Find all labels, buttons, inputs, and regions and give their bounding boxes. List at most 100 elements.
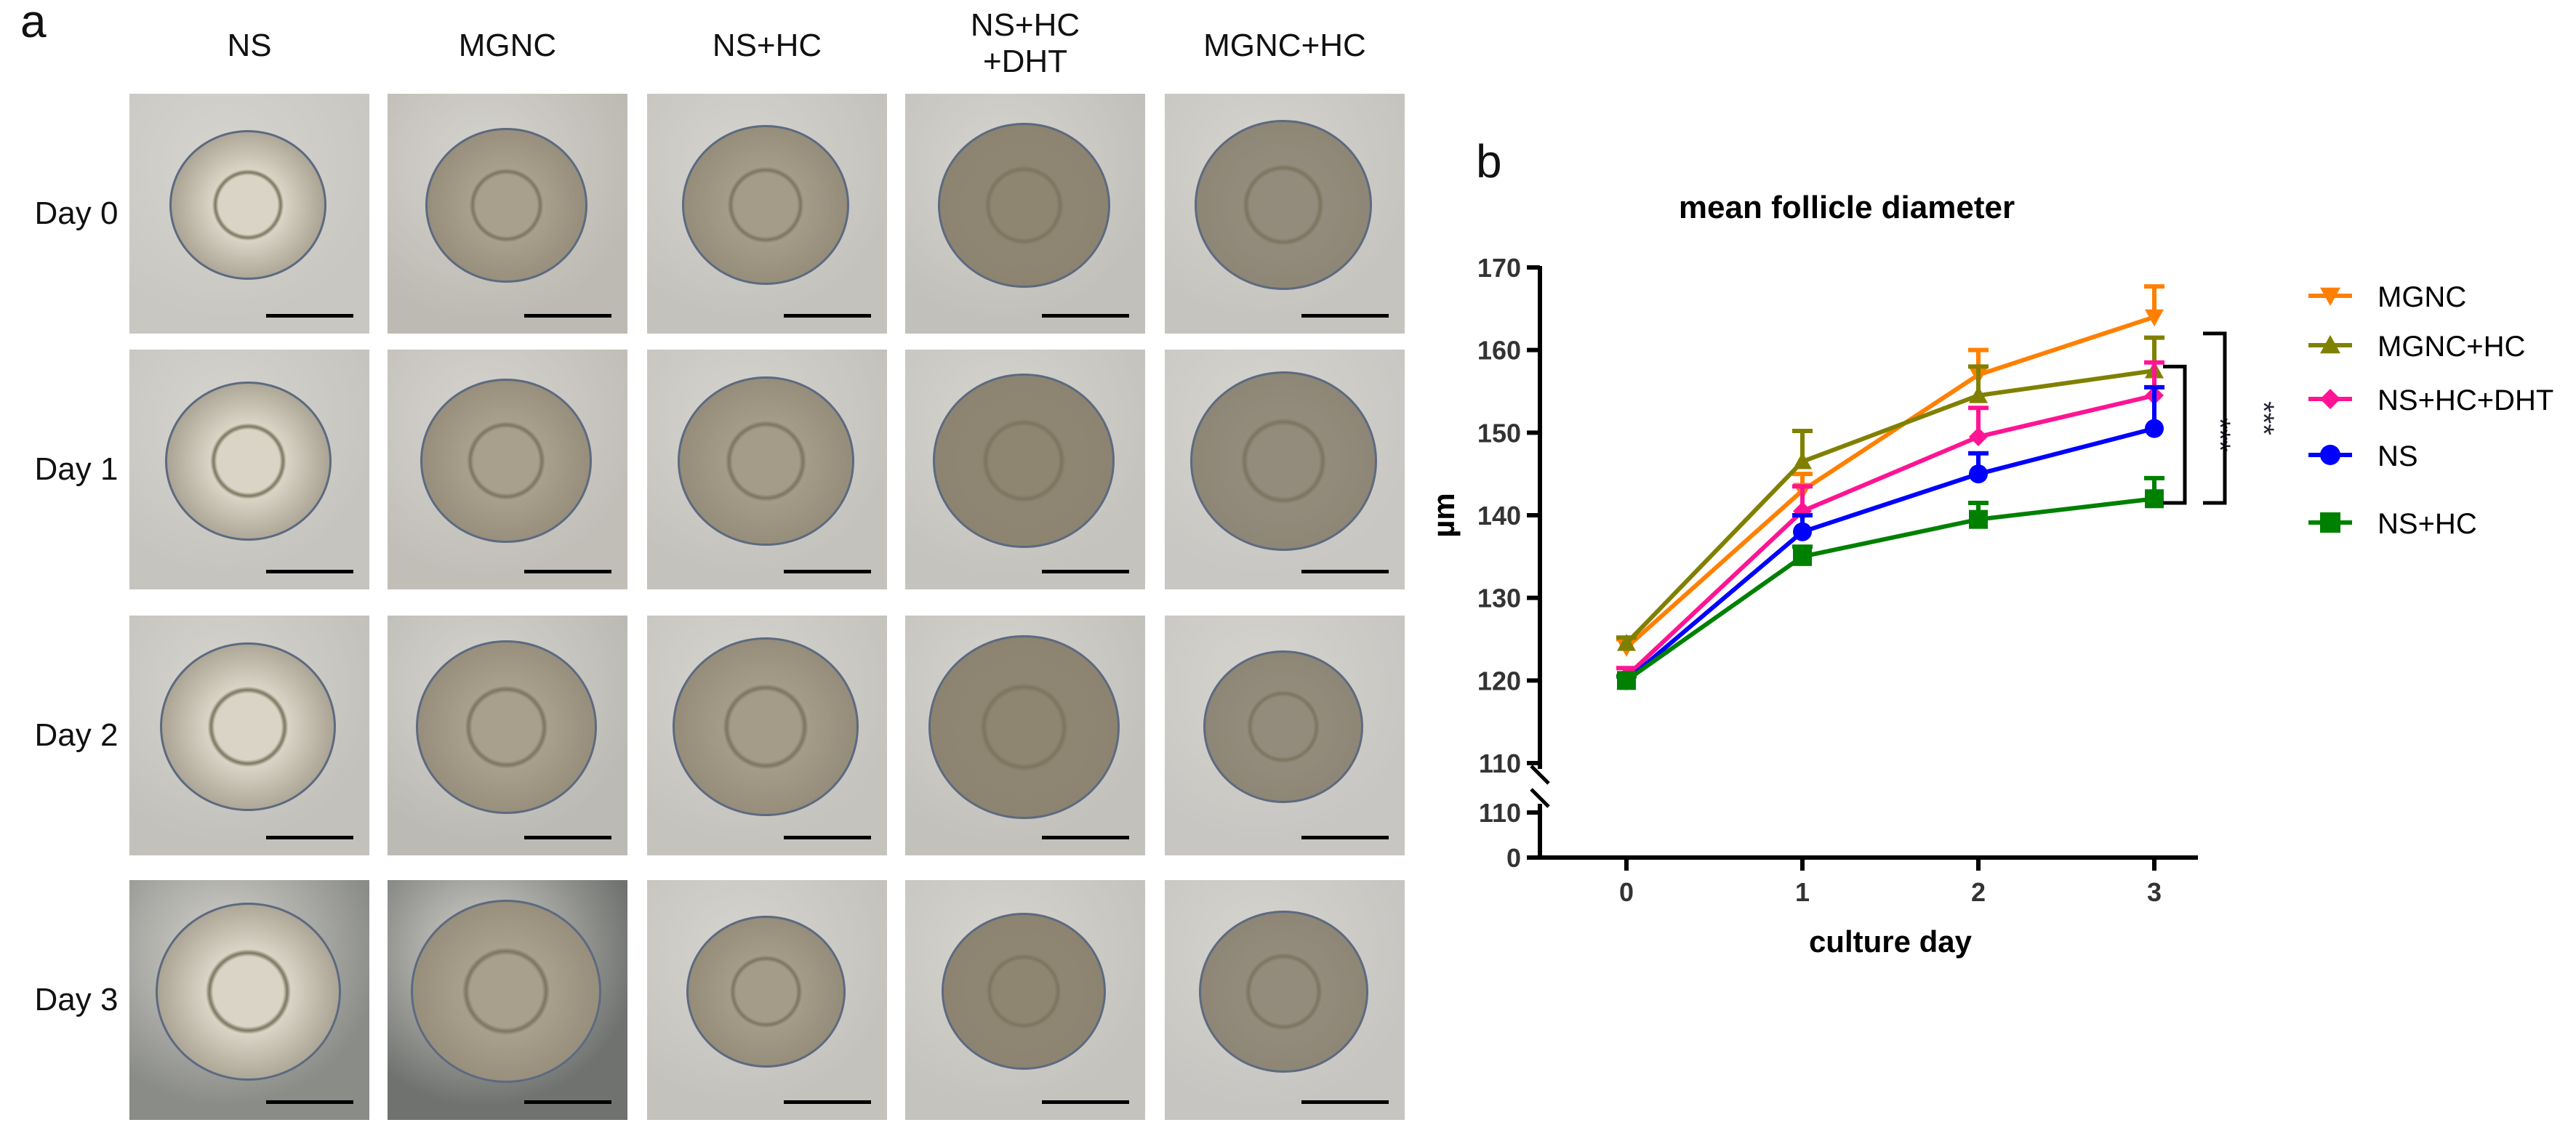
follicle <box>937 122 1110 288</box>
micrograph <box>905 94 1145 334</box>
scale-bar <box>1301 1100 1389 1104</box>
micrograph <box>647 350 887 589</box>
y-tick-label: 140 <box>1477 501 1521 531</box>
axis-break <box>1530 765 1550 785</box>
data-point <box>1793 522 1812 541</box>
data-point <box>1793 452 1812 469</box>
x-tick-label: 0 <box>1619 877 1634 907</box>
y-tick-label: 0 <box>1506 843 1521 873</box>
series-line <box>1625 315 2155 650</box>
legend-label: NS+HC <box>2378 508 2477 540</box>
data-point <box>1969 427 1988 447</box>
data-point <box>1969 509 1988 529</box>
series-line <box>1624 393 2155 678</box>
column-label: NS <box>227 28 272 63</box>
scale-bar <box>1301 836 1389 839</box>
y-axis-label: µm <box>1427 493 1461 538</box>
follicle <box>169 130 326 280</box>
legend-label: MGNC+HC <box>2378 331 2525 363</box>
significance-label: *** <box>2204 418 2236 452</box>
micrograph <box>129 616 369 855</box>
micrograph <box>905 616 1145 855</box>
follicle <box>415 640 597 814</box>
micrograph <box>1165 94 1405 334</box>
micrograph <box>1165 350 1405 589</box>
scale-bar <box>524 570 611 573</box>
micrograph <box>388 880 627 1120</box>
series-line <box>1624 368 2155 645</box>
follicle <box>420 379 592 543</box>
micrograph <box>1165 616 1405 855</box>
follicle <box>933 374 1115 548</box>
scale-bar <box>1042 836 1129 839</box>
micrograph <box>647 94 887 334</box>
data-point <box>2145 419 2164 438</box>
data-point <box>1617 634 1636 651</box>
follicle <box>1195 120 1372 290</box>
legend-marker <box>2320 389 2340 409</box>
follicle <box>682 125 849 285</box>
follicle <box>928 634 1120 819</box>
x-tick-label: 3 <box>2147 877 2162 907</box>
micrograph <box>388 616 627 855</box>
y-tick-label: 150 <box>1477 418 1521 448</box>
series-mgnc-hc <box>1616 335 2164 651</box>
series-line <box>1625 426 2155 682</box>
column-label: NS+HC <box>712 28 822 63</box>
series-line <box>1625 496 2155 682</box>
scale-bar <box>524 1100 611 1104</box>
scale-bar <box>1301 570 1389 573</box>
scale-bar <box>266 836 353 839</box>
row-label: Day 0 <box>34 195 119 231</box>
x-tick-label: 2 <box>1971 877 1986 907</box>
series-ns-hc-dht <box>1616 360 2164 686</box>
legend-marker <box>2320 287 2340 306</box>
x-axis-label: culture day <box>1809 924 1973 959</box>
follicle <box>155 902 341 1081</box>
follicle <box>942 913 1106 1070</box>
follicle <box>1203 650 1363 803</box>
panel-letter-a: a <box>20 0 47 47</box>
significance-bracket <box>2203 331 2227 505</box>
follicle <box>673 637 859 816</box>
micrograph <box>388 94 627 334</box>
legend-marker <box>2320 335 2340 354</box>
y-tick-label: 160 <box>1477 336 1521 366</box>
scale-bar <box>1301 314 1389 318</box>
micrograph <box>388 350 627 589</box>
data-point <box>1969 386 1988 403</box>
column-label: NS+HC +DHT <box>970 7 1080 79</box>
micrograph <box>1165 880 1405 1120</box>
data-point <box>1969 464 1988 484</box>
y-tick-label: 120 <box>1477 666 1521 695</box>
legend-label: NS <box>2378 440 2418 472</box>
scale-bar <box>784 570 871 573</box>
follicle <box>411 900 601 1083</box>
y-tick-label: 110 <box>1479 798 1521 828</box>
scale-bar <box>524 836 611 839</box>
micrograph <box>647 880 887 1120</box>
scale-bar <box>784 1100 871 1104</box>
legend-marker <box>2320 512 2340 533</box>
scale-bar <box>1042 570 1129 573</box>
follicle <box>160 642 336 811</box>
data-point <box>2145 309 2164 327</box>
micrograph <box>129 350 369 589</box>
y-tick-label: 110 <box>1479 749 1521 778</box>
axis-break <box>1530 788 1550 808</box>
follicle <box>677 376 854 546</box>
y-tick-label: 130 <box>1477 584 1521 613</box>
row-label: Day 2 <box>34 717 119 753</box>
panel-letter-b: b <box>1476 135 1502 188</box>
micrograph <box>905 880 1145 1120</box>
legend-label: NS+HC+DHT <box>2378 384 2553 416</box>
micrograph <box>129 880 369 1120</box>
follicle <box>1198 910 1368 1073</box>
scale-bar <box>1042 1100 1129 1104</box>
follicle <box>425 127 587 283</box>
row-label: Day 1 <box>34 451 119 487</box>
column-label: MGNC <box>458 28 557 63</box>
data-point <box>1793 547 1812 566</box>
micrograph <box>129 94 369 334</box>
